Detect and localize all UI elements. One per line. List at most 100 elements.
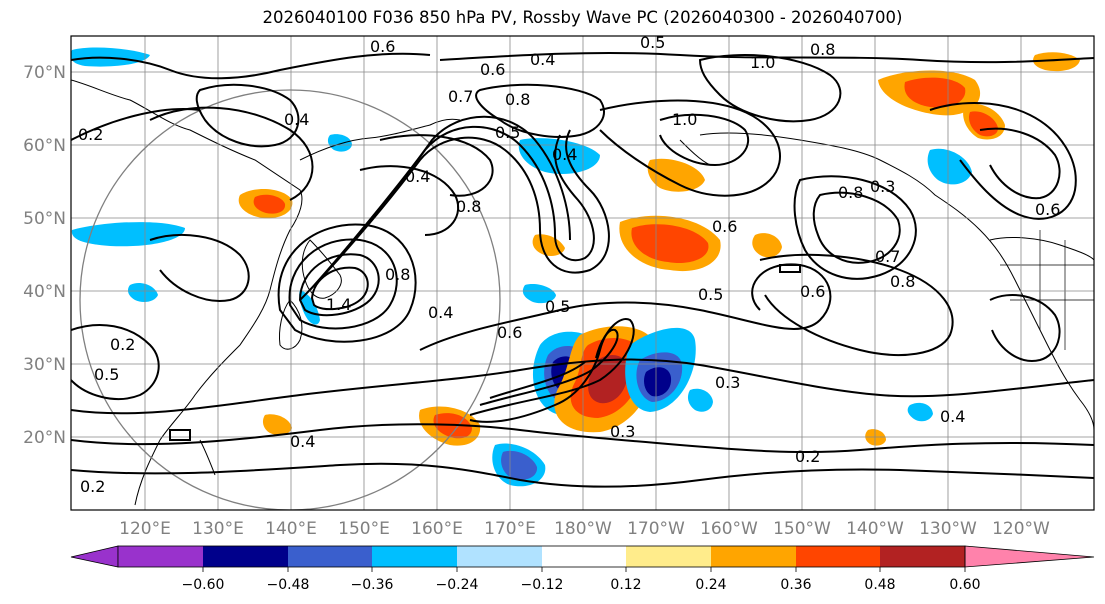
lon-label: 160°E <box>411 519 463 539</box>
negative-anomaly <box>299 290 320 325</box>
colorbar-swatch <box>118 546 203 567</box>
negative-anomaly <box>927 148 972 185</box>
colorbar-tick-label: −0.60 <box>182 577 225 593</box>
lon-labels: 120°E 130°E 140°E 150°E 160°E 170°E 180°… <box>119 519 1050 539</box>
colorbar-tick-label: 0.12 <box>610 577 641 593</box>
contour-label: 0.4 <box>284 110 309 129</box>
lat-label: 60°N <box>23 136 66 156</box>
contour-label: 0.7 <box>448 87 473 106</box>
colorbar-tick-label: 0.36 <box>780 577 811 593</box>
contour-line <box>277 223 417 343</box>
lat-labels: 70°N 60°N 50°N 40°N 30°N 20°N <box>23 63 66 448</box>
lon-label: 180°W <box>554 519 612 539</box>
contour-label: 0.3 <box>610 422 635 441</box>
contour-label: 0.5 <box>640 33 665 52</box>
colorbar-swatch <box>372 546 457 567</box>
colorbar-extend-right <box>964 545 1095 568</box>
colorbar-extend-left <box>70 545 119 568</box>
negative-anomaly <box>327 134 352 152</box>
lon-label: 150°W <box>773 519 831 539</box>
contour-label: 0.4 <box>552 145 577 164</box>
contour-label: 0.7 <box>875 247 900 266</box>
contour-label: 0.8 <box>838 183 863 202</box>
pv-contours <box>71 51 1094 488</box>
contour-label: 0.4 <box>290 432 315 451</box>
colorbar-ticks <box>202 567 966 572</box>
contour-line <box>310 266 369 311</box>
colorbar-tick-label: 0.48 <box>864 577 895 593</box>
lat-label: 20°N <box>23 428 66 448</box>
colorbar-swatch <box>711 546 796 567</box>
contour-label: 1.0 <box>750 53 775 72</box>
lat-label: 70°N <box>23 63 66 83</box>
contour-label: 1.0 <box>672 110 697 129</box>
range-circle <box>79 89 501 510</box>
negative-anomaly <box>687 388 713 412</box>
positive-anomaly <box>262 414 292 436</box>
positive-anomaly <box>588 355 628 404</box>
contour-label: 0.3 <box>870 177 895 196</box>
positive-anomaly <box>631 224 709 264</box>
state-boundaries <box>1000 230 1094 350</box>
contour-label: 0.8 <box>385 265 410 284</box>
lat-label: 30°N <box>23 355 66 375</box>
positive-anomaly <box>253 194 286 214</box>
negative-anomaly <box>907 402 933 422</box>
lon-label: 140°W <box>846 519 904 539</box>
contour-label: 0.4 <box>428 303 453 322</box>
colorbar-swatch <box>626 546 711 567</box>
colorbar-swatch <box>288 546 372 567</box>
contour-label: 0.5 <box>94 365 119 384</box>
positive-anomaly <box>904 77 966 108</box>
contour-line <box>298 253 380 317</box>
colorbar-tick-label: 0.60 <box>949 577 980 593</box>
colorbar-tick-label: −0.12 <box>521 577 564 593</box>
lat-label: 50°N <box>23 209 66 229</box>
positive-anomaly <box>647 158 705 192</box>
lon-label: 160°W <box>700 519 758 539</box>
lon-label: 170°W <box>627 519 685 539</box>
negative-anomaly <box>127 283 158 303</box>
colorbar-tick-label: −0.24 <box>436 577 479 593</box>
lon-label: 170°E <box>484 519 536 539</box>
contour-label: 0.5 <box>495 123 520 142</box>
lon-label: 130°W <box>919 519 977 539</box>
contour-label: 0.8 <box>890 272 915 291</box>
colorbar-swatch <box>880 546 965 567</box>
colorbar-tick-label: −0.48 <box>267 577 310 593</box>
map-layers: 0.6 0.5 0.4 1.0 0.8 0.7 0.6 0.8 0.4 0.2 … <box>71 33 1094 510</box>
contour-label: 0.2 <box>78 125 103 144</box>
contour-label: 0.6 <box>480 60 505 79</box>
contour-label: 0.2 <box>80 477 105 496</box>
lon-label: 120°W <box>992 519 1050 539</box>
negative-anomaly <box>522 284 556 304</box>
lon-label: 130°E <box>192 519 244 539</box>
contour-label: 0.5 <box>545 297 570 316</box>
contour-label: 0.4 <box>405 167 430 186</box>
positive-anomaly <box>752 233 782 258</box>
contour-label: 0.8 <box>456 197 481 216</box>
negative-anomaly <box>518 138 600 175</box>
plot-frame <box>70 35 1095 511</box>
colorbar: −0.60 −0.48 −0.36 −0.24 −0.12 0.12 0.24 … <box>70 545 1095 593</box>
contour-label: 0.2 <box>795 447 820 466</box>
lon-label: 140°E <box>265 519 317 539</box>
contour-line <box>288 238 398 330</box>
colorbar-swatch <box>457 546 542 567</box>
colorbar-tick-label: 0.24 <box>695 577 726 593</box>
contour-label: 0.8 <box>505 90 530 109</box>
contour-label: 0.6 <box>712 217 737 236</box>
colorbar-swatch <box>203 546 288 567</box>
contour-labels: 0.6 0.5 0.4 1.0 0.8 0.7 0.6 0.8 0.4 0.2 … <box>78 33 1060 496</box>
negative-anomaly <box>71 222 185 247</box>
lon-label: 120°E <box>119 519 171 539</box>
negative-anomaly <box>644 367 672 397</box>
contour-label: 0.3 <box>715 373 740 392</box>
contour-label: 0.8 <box>810 40 835 59</box>
contour-label: 0.6 <box>1035 200 1060 219</box>
lon-label: 150°E <box>338 519 390 539</box>
colorbar-frame <box>117 545 966 568</box>
contour-label: 0.4 <box>530 50 555 69</box>
colorbar-tick-label: −0.36 <box>351 577 394 593</box>
